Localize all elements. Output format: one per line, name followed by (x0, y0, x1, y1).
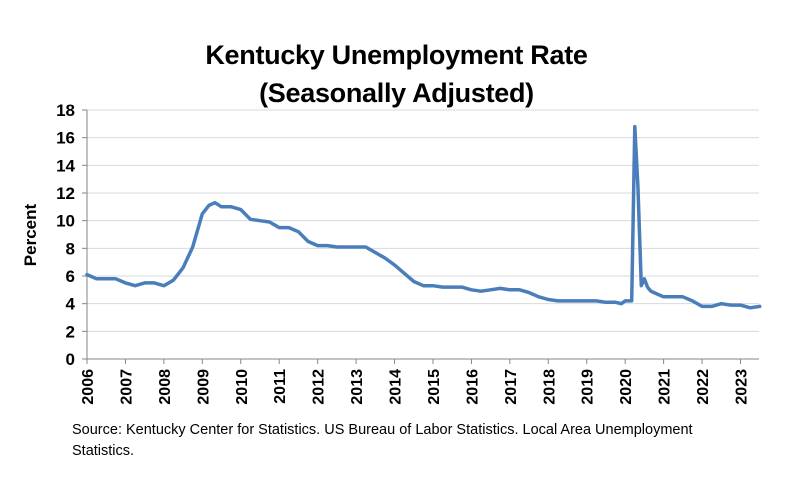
y-tick-label: 6 (66, 267, 75, 286)
y-tick-label: 8 (66, 239, 75, 258)
x-tick-label: 2011 (272, 369, 289, 404)
y-tick-label: 14 (56, 156, 75, 175)
axes (86, 110, 759, 360)
x-tick-label: 2010 (234, 369, 251, 405)
x-tick-label: 2022 (695, 369, 712, 405)
y-tick-label: 2 (66, 322, 75, 341)
chart-subtitle: (Seasonally Adjusted) (259, 78, 534, 108)
y-tick-label: 10 (56, 212, 75, 231)
y-tick-label: 12 (56, 184, 75, 203)
x-tick-label: 2009 (195, 369, 212, 405)
y-tick-label: 0 (66, 350, 75, 369)
chart-title-line1: Kentucky Unemployment Rate (205, 40, 588, 70)
x-axis-ticks: 2006 2007 2008 2009 2010 2011 2012 2013 2014 2015… (80, 359, 751, 405)
x-tick-label: 2017 (503, 369, 520, 405)
x-tick-label: 2019 (580, 369, 597, 405)
x-tick-label: 2018 (541, 369, 558, 405)
x-tick-label: 2021 (657, 369, 674, 405)
x-tick-label: 2015 (426, 369, 443, 405)
y-tick-label: 18 (56, 101, 75, 120)
x-tick-label: 2014 (388, 369, 405, 405)
y-axis-label: Percent (21, 203, 40, 266)
x-tick-label: 2006 (80, 369, 97, 405)
y-tick-label: 4 (66, 295, 76, 314)
series-line (85, 124, 762, 310)
x-tick-label: 2023 (734, 369, 751, 405)
x-tick-label: 2007 (118, 369, 135, 405)
source-note: Source: Kentucky Center for Statistics. … (72, 422, 693, 459)
chart-title: Kentucky Unemployment Rate (Seasonally A… (0, 36, 793, 112)
y-axis-ticks: 0 2 4 6 8 10 12 14 16 18 (56, 101, 87, 369)
x-tick-label: 2012 (311, 369, 328, 405)
x-tick-label: 2020 (618, 369, 635, 405)
x-tick-label: 2016 (464, 369, 481, 405)
gridlines (87, 109, 759, 332)
x-tick-label: 2008 (157, 369, 174, 405)
x-tick-label: 2013 (349, 369, 366, 405)
series-group (85, 124, 762, 310)
y-tick-label: 16 (56, 129, 75, 148)
